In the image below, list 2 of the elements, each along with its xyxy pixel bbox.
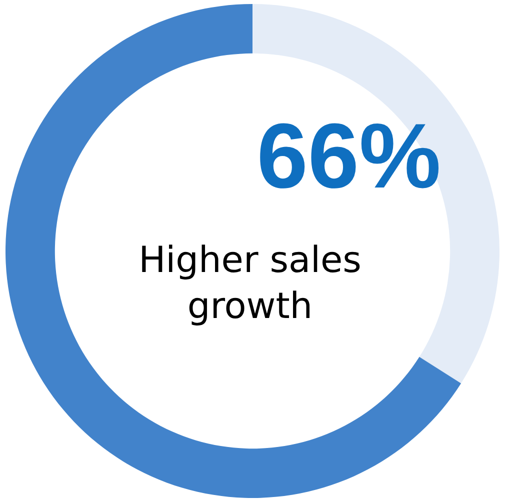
text: 66% bbox=[256, 105, 441, 208]
text: Higher sales growth bbox=[138, 239, 362, 329]
